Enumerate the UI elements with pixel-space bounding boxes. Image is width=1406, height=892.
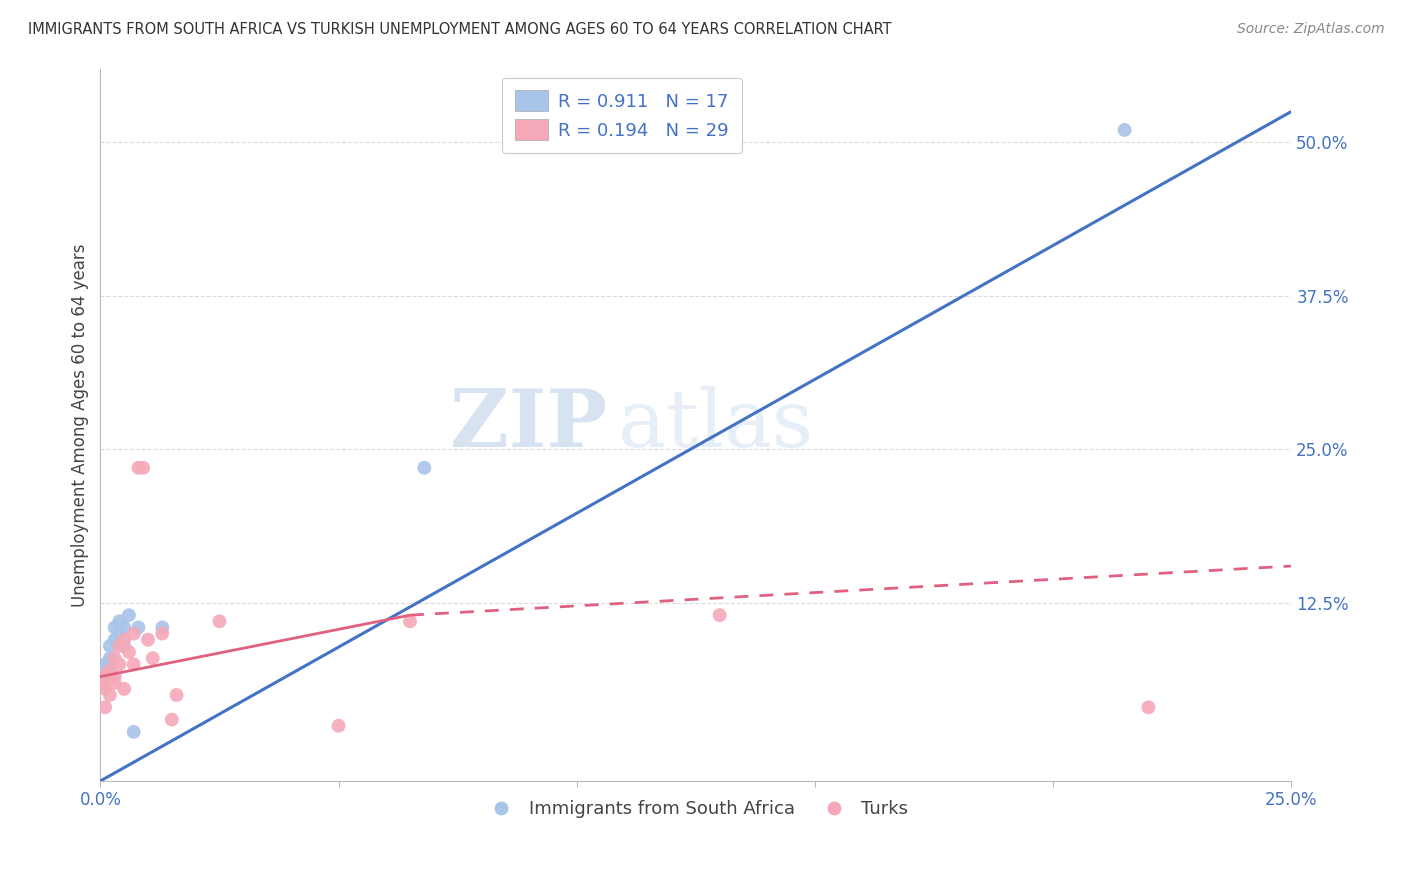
Point — [166, 688, 188, 702]
Point — [104, 651, 127, 665]
Point — [108, 615, 131, 629]
Legend: Immigrants from South Africa, Turks: Immigrants from South Africa, Turks — [477, 793, 915, 825]
Point — [160, 713, 183, 727]
Point — [104, 675, 127, 690]
Point — [122, 657, 145, 672]
Text: Source: ZipAtlas.com: Source: ZipAtlas.com — [1237, 22, 1385, 37]
Point — [399, 615, 422, 629]
Point — [1114, 123, 1136, 137]
Point — [118, 645, 141, 659]
Point — [112, 681, 135, 696]
Point — [1137, 700, 1160, 714]
Point — [127, 620, 149, 634]
Point — [112, 639, 135, 653]
Point — [413, 460, 436, 475]
Point — [328, 719, 350, 733]
Point — [98, 688, 121, 702]
Point — [142, 651, 165, 665]
Point — [91, 669, 114, 683]
Point — [127, 460, 149, 475]
Point — [150, 620, 173, 634]
Y-axis label: Unemployment Among Ages 60 to 64 years: Unemployment Among Ages 60 to 64 years — [72, 243, 89, 607]
Point — [112, 620, 135, 634]
Point — [150, 626, 173, 640]
Point — [709, 608, 731, 623]
Point — [104, 632, 127, 647]
Point — [98, 664, 121, 678]
Point — [104, 620, 127, 634]
Point — [132, 460, 155, 475]
Point — [122, 626, 145, 640]
Point — [96, 669, 118, 683]
Text: IMMIGRANTS FROM SOUTH AFRICA VS TURKISH UNEMPLOYMENT AMONG AGES 60 TO 64 YEARS C: IMMIGRANTS FROM SOUTH AFRICA VS TURKISH … — [28, 22, 891, 37]
Point — [94, 700, 117, 714]
Point — [94, 657, 117, 672]
Point — [96, 657, 118, 672]
Point — [122, 724, 145, 739]
Point — [104, 669, 127, 683]
Point — [108, 639, 131, 653]
Text: atlas: atlas — [619, 385, 814, 464]
Point — [208, 615, 231, 629]
Point — [90, 669, 112, 683]
Point — [136, 632, 159, 647]
Text: ZIP: ZIP — [450, 385, 606, 464]
Point — [108, 657, 131, 672]
Point — [98, 651, 121, 665]
Point — [108, 626, 131, 640]
Point — [91, 675, 114, 690]
Point — [118, 608, 141, 623]
Point — [98, 639, 121, 653]
Point — [112, 632, 135, 647]
Point — [94, 681, 117, 696]
